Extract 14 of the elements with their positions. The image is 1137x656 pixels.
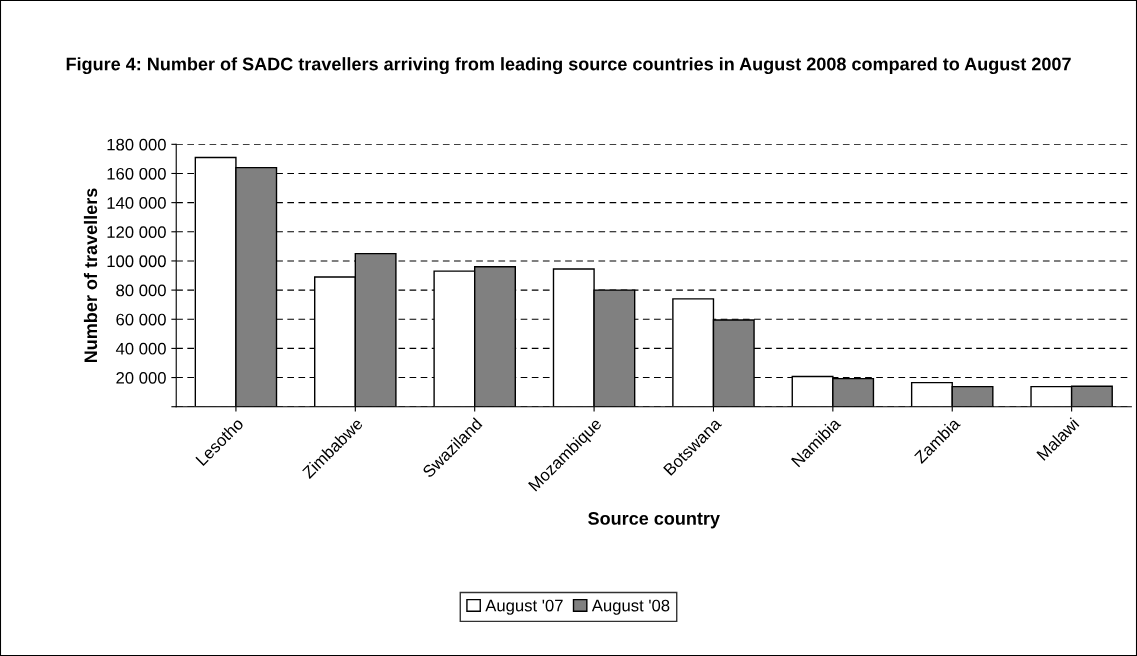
y-tick-label: 60 000 — [116, 313, 166, 326]
legend-label: August '08 — [591, 599, 670, 615]
y-tick-label: 80 000 — [116, 284, 166, 297]
y-tick-label: 160 000 — [107, 167, 166, 180]
y-tick-label: 180 000 — [107, 138, 166, 151]
legend-label: August '07 — [485, 599, 563, 615]
y-tick-label: 120 000 — [107, 226, 166, 238]
y-tick-label: 40 000 — [115, 342, 166, 355]
chart-title: Figure 4: Number of SADC travellers arriving from leading source countries in August 2008 compared to August 2007 — [66, 57, 1071, 75]
y-tick-label: 20 000 — [116, 371, 166, 384]
y-tick-label: 140 000 — [107, 197, 166, 209]
y-tick-label: 100 000 — [107, 255, 166, 268]
y-axis-title: Number of travellers — [83, 188, 98, 363]
x-axis-title: Source country — [588, 512, 720, 529]
